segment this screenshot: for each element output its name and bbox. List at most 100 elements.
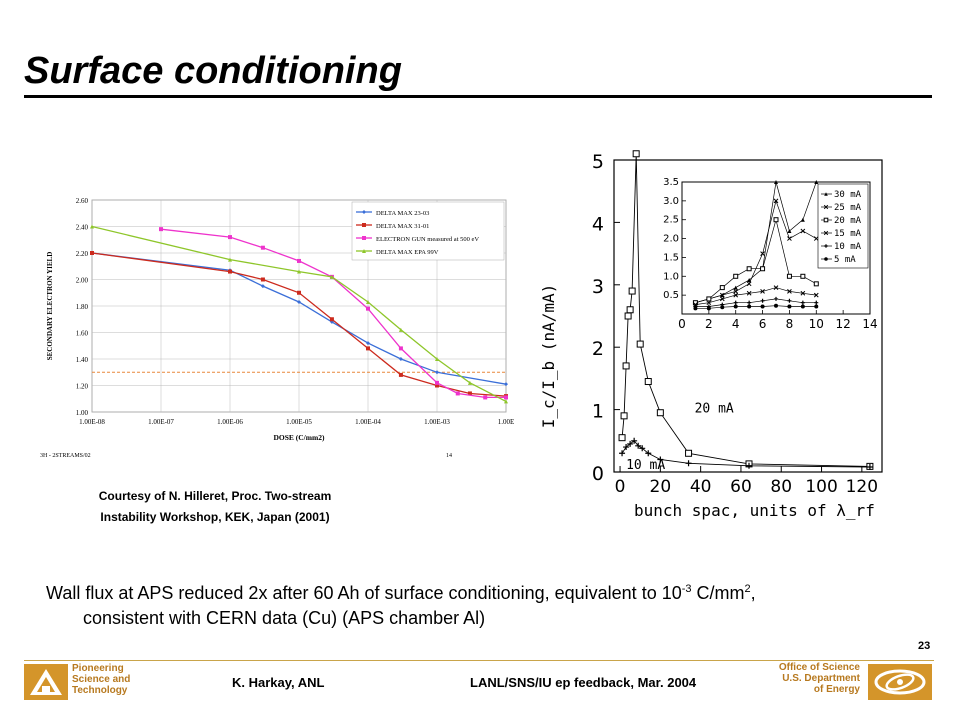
aps-data-point xyxy=(625,313,631,319)
inset-x-tick-label: 8 xyxy=(786,317,794,331)
sey-legend-label: ELECTRON GUN measured at 500 eV xyxy=(376,236,479,243)
sey-data-point xyxy=(456,391,460,395)
inset-data-point xyxy=(814,304,818,308)
sey-legend-label: DELTA MAX 23-03 xyxy=(376,210,429,217)
inset-data-point xyxy=(761,304,765,308)
credit-line-1: Courtesy of N. Hilleret, Proc. Two-strea… xyxy=(60,486,370,507)
inset-data-point xyxy=(720,286,724,290)
title-underline xyxy=(24,95,932,98)
aps-series-label: 20 mA xyxy=(695,402,734,417)
inset-data-point xyxy=(787,304,791,308)
org-tagline: Pioneering Science and Technology xyxy=(72,663,130,696)
aps-data-point xyxy=(627,307,633,313)
doe-tagline-3: of Energy xyxy=(760,684,860,695)
sey-x-tick-label: 1.00E-03 xyxy=(424,418,450,426)
footer-author: K. Harkay, ANL xyxy=(232,675,324,690)
inset-legend-label: 15 mA xyxy=(834,229,862,239)
inset-legend-marker xyxy=(824,257,828,261)
caption-text-b: C/mm xyxy=(692,583,745,603)
sey-y-tick-label: 1.00 xyxy=(76,409,89,417)
aps-data-point xyxy=(621,413,627,419)
org-tagline-1: Pioneering xyxy=(72,663,130,674)
sey-data-point xyxy=(228,270,232,274)
sey-legend-marker xyxy=(362,236,366,240)
sey-y-axis-title: SECONDARY ELECTRON YIELD xyxy=(46,252,54,361)
inset-data-point xyxy=(720,305,724,309)
aps-y-tick-label: 0 xyxy=(592,463,604,485)
doe-logo-icon xyxy=(868,664,932,700)
inset-data-point xyxy=(747,267,751,271)
aps-y-tick-label: 5 xyxy=(592,151,604,173)
credit-line-2: Instability Workshop, KEK, Japan (2001) xyxy=(60,507,370,528)
sey-data-point xyxy=(228,235,232,239)
sey-data-point xyxy=(261,278,265,282)
sey-data-point xyxy=(399,373,403,377)
sey-x-tick-label: 1.00E-08 xyxy=(79,418,105,426)
inset-data-point xyxy=(761,267,765,271)
inset-y-tick-label: 1.0 xyxy=(663,271,679,282)
inset-data-point xyxy=(734,304,738,308)
sey-y-tick-label: 2.20 xyxy=(76,250,89,258)
anl-logo-icon xyxy=(24,664,68,700)
inset-data-point xyxy=(707,306,711,310)
aps-x-tick-label: 0 xyxy=(615,477,626,497)
org-tagline-3: Technology xyxy=(72,685,130,696)
aps-data-point xyxy=(645,379,651,385)
aps-series-label: 10 mA xyxy=(626,458,665,473)
doe-tagline-2: U.S. Department xyxy=(760,673,860,684)
footer-event: LANL/SNS/IU ep feedback, Mar. 2004 xyxy=(470,675,696,690)
sey-y-tick-label: 1.60 xyxy=(76,330,89,338)
aps-data-point xyxy=(619,435,625,441)
inset-y-tick-label: 0.5 xyxy=(663,290,679,301)
sey-data-point xyxy=(366,346,370,350)
sey-data-point xyxy=(261,246,265,250)
inset-legend-label: 10 mA xyxy=(834,242,862,252)
aps-x-tick-label: 80 xyxy=(770,477,792,497)
aps-data-point xyxy=(629,288,635,294)
sey-data-point xyxy=(483,395,487,399)
sey-legend-label: DELTA MAX 31-01 xyxy=(376,223,429,230)
caption-text-a: Wall flux at APS reduced 2x after 60 Ah … xyxy=(46,583,682,603)
caption-exponent-1: -3 xyxy=(682,583,692,595)
inset-legend-label: 30 mA xyxy=(834,190,862,200)
sey-data-point xyxy=(159,227,163,231)
aps-x-axis-title: bunch spac, units of λ_rf xyxy=(634,501,875,520)
aps-x-tick-label: 100 xyxy=(805,477,837,497)
sey-y-tick-label: 1.40 xyxy=(76,356,89,364)
sey-y-tick-label: 2.40 xyxy=(76,224,89,232)
sey-legend-marker xyxy=(362,223,366,227)
sey-x-tick-label: 1.00E-05 xyxy=(286,418,312,426)
sey-y-tick-label: 1.80 xyxy=(76,303,89,311)
slide-title: Surface conditioning xyxy=(24,48,402,94)
inset-y-tick-label: 1.5 xyxy=(663,252,679,263)
inset-y-tick-label: 3.0 xyxy=(663,196,679,207)
sey-legend-label: DELTA MAX EPA 99V xyxy=(376,249,439,256)
sey-x-tick-label: 1.00E-06 xyxy=(217,418,243,426)
sey-y-tick-label: 2.00 xyxy=(76,277,89,285)
sey-data-point xyxy=(435,381,439,385)
inset-legend-label: 5 mA xyxy=(834,255,856,265)
doe-tagline: Office of Science U.S. Department of Ene… xyxy=(760,662,860,695)
inset-data-point xyxy=(814,282,818,286)
chart-credit: Courtesy of N. Hilleret, Proc. Two-strea… xyxy=(60,486,370,528)
sey-chart: DELTA MAX 23-03 DELTA MAX 31-01 ELECTRON G… xyxy=(40,188,518,468)
aps-y-tick-label: 4 xyxy=(592,213,604,235)
caption: Wall flux at APS reduced 2x after 60 Ah … xyxy=(46,577,936,631)
inset-y-tick-label: 2.0 xyxy=(663,234,679,245)
aps-x-tick-label: 40 xyxy=(690,477,712,497)
aps-data-point xyxy=(623,363,629,369)
sey-data-point xyxy=(330,317,334,321)
inset-x-tick-label: 2 xyxy=(705,317,713,331)
org-tagline-2: Science and xyxy=(72,674,130,685)
aps-y-axis-title: I_c/I_b (nA/mA) xyxy=(539,284,558,429)
aps-data-point xyxy=(657,410,663,416)
aps-data-point xyxy=(637,341,643,347)
aps-y-tick-label: 2 xyxy=(592,338,604,360)
aps-x-tick-label: 60 xyxy=(730,477,752,497)
inset-x-tick-label: 0 xyxy=(678,317,686,331)
inset-x-tick-label: 6 xyxy=(759,317,767,331)
sey-x-tick-label: 1.00E-07 xyxy=(148,418,174,426)
aps-x-tick-label: 120 xyxy=(846,477,878,497)
inset-legend-marker xyxy=(824,218,828,222)
sey-data-point xyxy=(504,395,508,399)
